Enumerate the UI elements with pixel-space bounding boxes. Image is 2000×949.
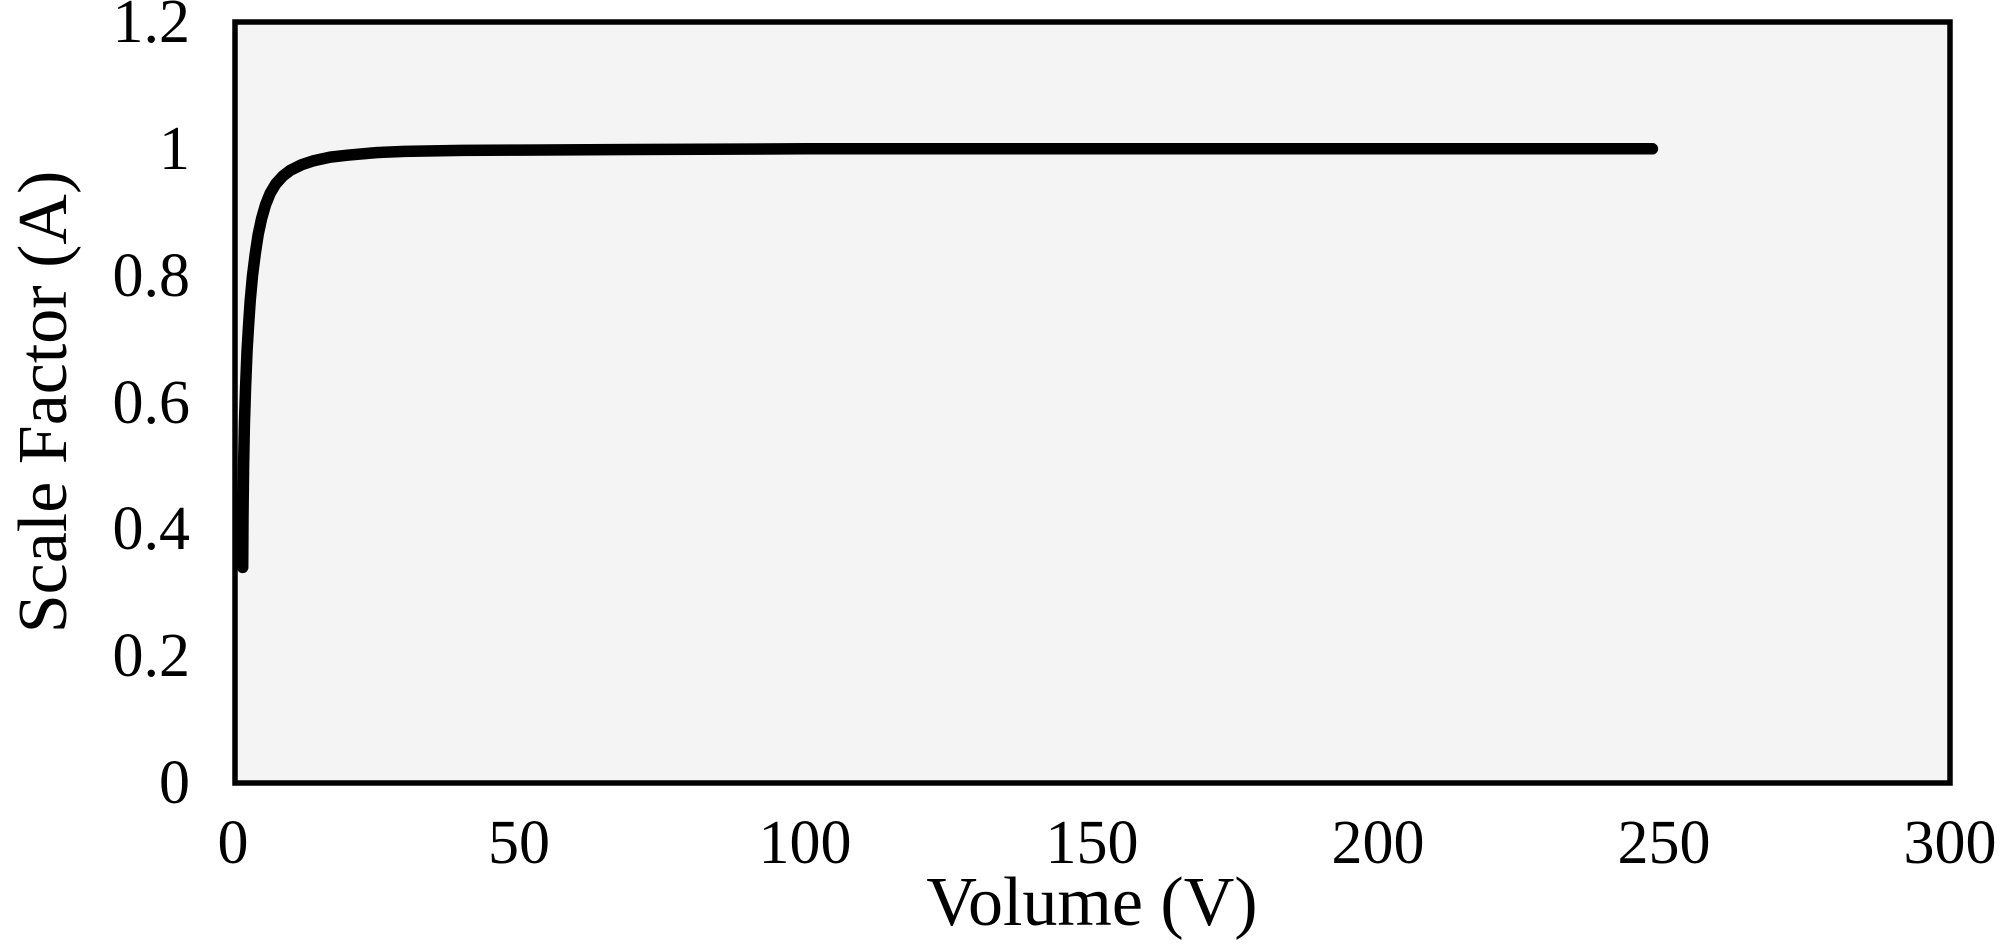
x-tick-label: 0 [217,809,249,877]
y-tick-label: 0.8 [112,242,191,310]
y-tick-label: 0.6 [112,369,191,437]
x-tick-label: 300 [1903,809,1997,877]
x-tick-label: 100 [758,809,852,877]
y-tick-label: 0 [159,749,190,817]
x-tick-label: 250 [1617,809,1711,877]
y-tick-label: 1 [159,115,190,183]
x-tick-label: 150 [1045,809,1139,877]
x-axis-title: Volume (V) [926,864,1258,941]
series-line [236,143,1659,574]
x-tick-label: 200 [1331,809,1425,877]
plot-area [232,19,1953,786]
x-tick-label: 50 [488,809,550,877]
y-axis-title: Scale Factor (A) [5,170,82,634]
y-tick-label: 0.2 [112,622,191,690]
y-tick-label: 0.4 [112,495,191,563]
y-tick-label: 1.2 [112,0,191,56]
